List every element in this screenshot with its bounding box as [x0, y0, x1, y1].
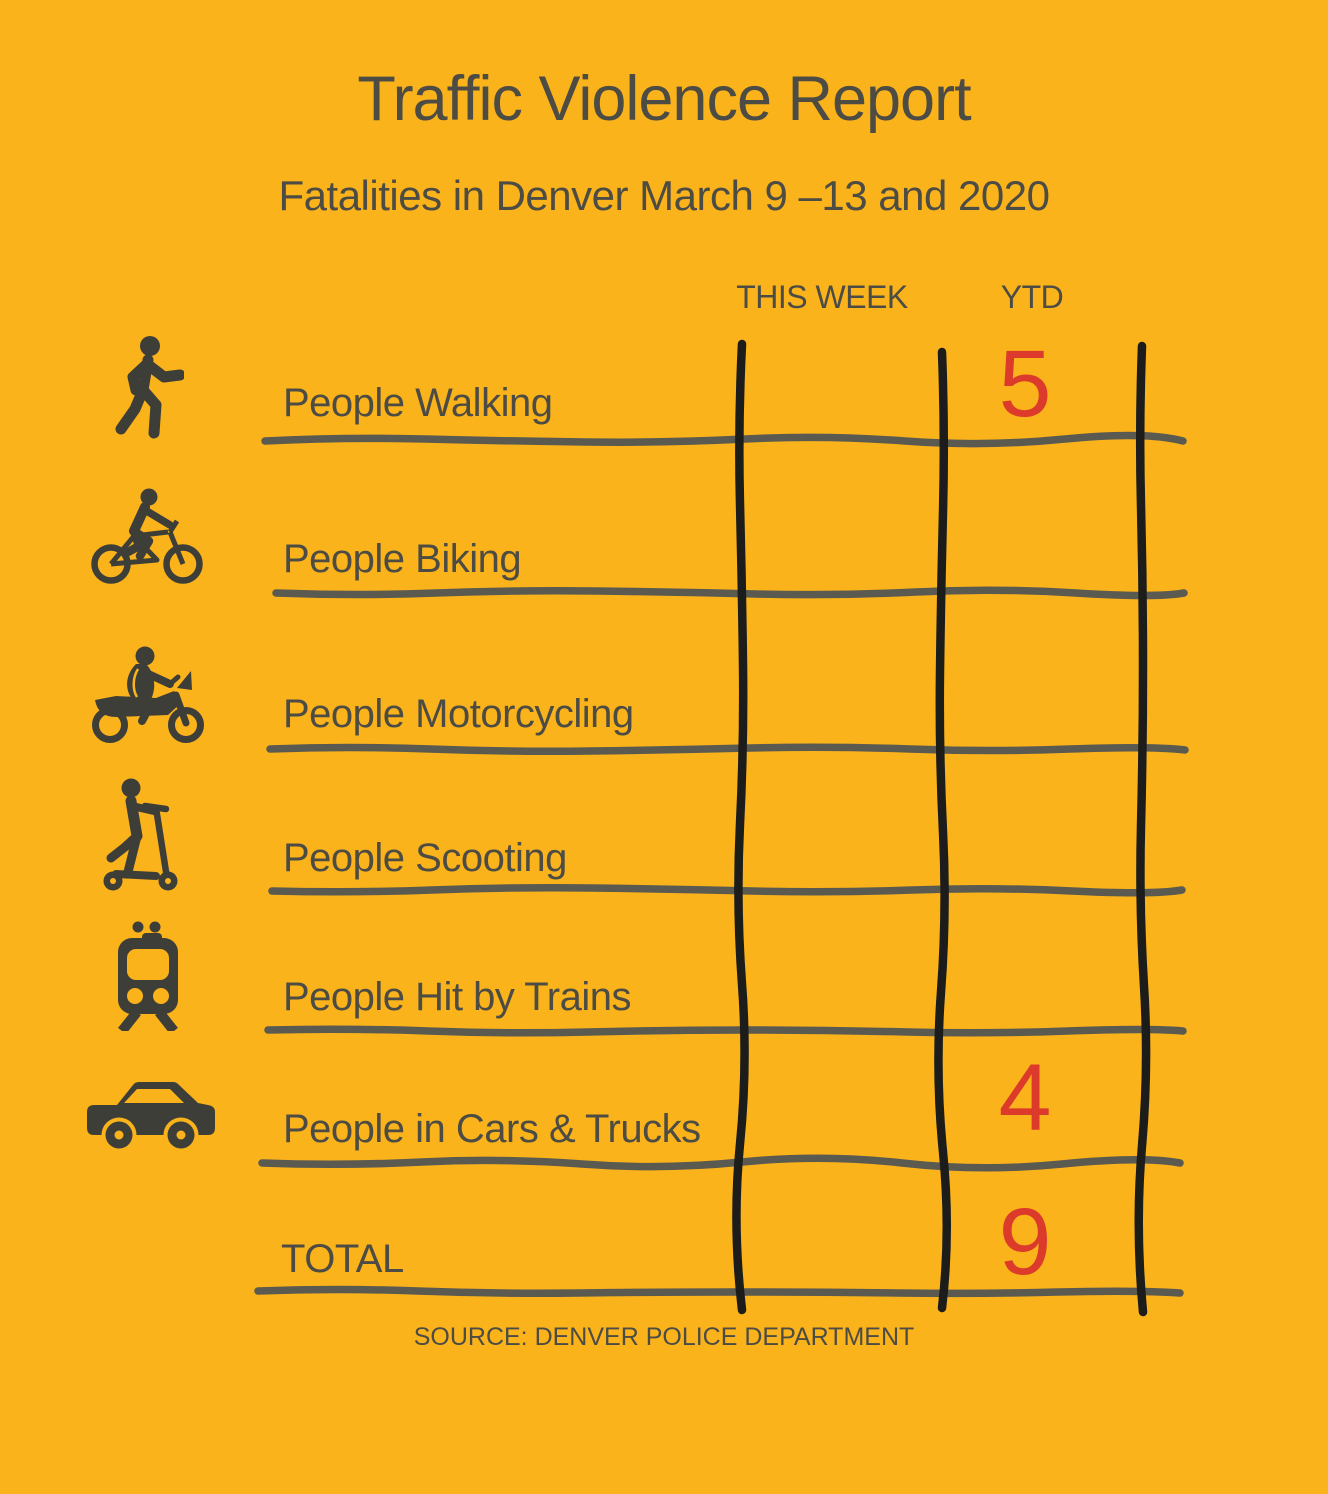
pedestrian-icon	[115, 336, 184, 439]
source-note: SOURCE: DENVER POLICE DEPARTMENT	[413, 1323, 915, 1351]
row-label: People Walking	[283, 381, 553, 425]
row-label: People Hit by Trains	[283, 975, 631, 1019]
scooter-icon	[103, 778, 178, 891]
bicycle-icon	[91, 488, 203, 584]
total-cell-ytd: 9	[998, 1189, 1052, 1295]
page-subtitle: Fatalities in Denver March 9 –13 and 202…	[278, 172, 1050, 219]
total-label: TOTAL	[281, 1237, 404, 1281]
cell-ytd: 5	[998, 331, 1052, 437]
car-icon	[87, 1082, 215, 1153]
row-label: People Motorcycling	[283, 692, 634, 736]
motorcycle-icon	[92, 646, 204, 743]
page-title: Traffic Violence Report	[357, 64, 971, 134]
cell-ytd: 4	[998, 1045, 1052, 1151]
column-header-ytd: YTD	[1000, 279, 1064, 315]
train-icon	[118, 921, 178, 1031]
column-header-this-week: THIS WEEK	[736, 279, 908, 315]
row-label: People Biking	[283, 537, 522, 581]
row-label: People Scooting	[283, 836, 567, 880]
row-label: People in Cars & Trucks	[283, 1107, 701, 1151]
